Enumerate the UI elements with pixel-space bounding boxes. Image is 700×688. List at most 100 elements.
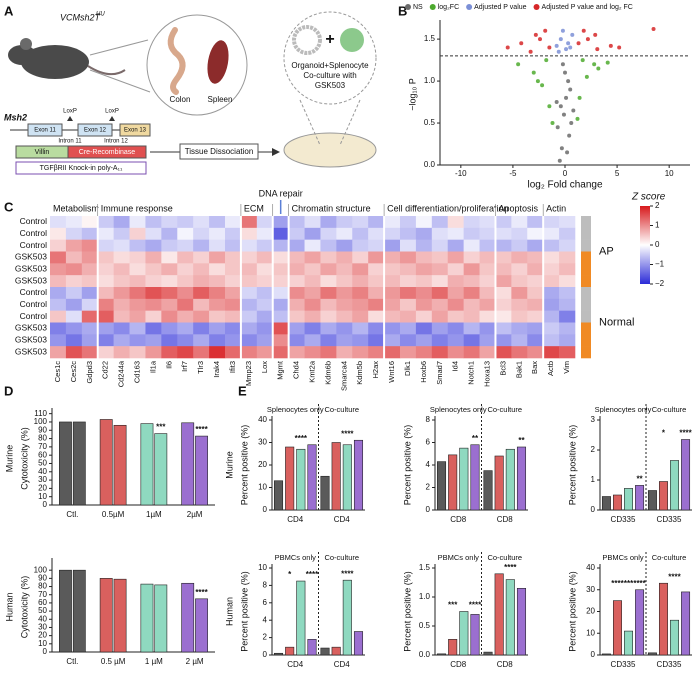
- y-tick-label: 10: [38, 492, 47, 501]
- row-annotation: [581, 346, 591, 359]
- group-label: Metabolism: [53, 203, 99, 213]
- significance: ****: [306, 570, 319, 579]
- mouse-ear: [20, 38, 32, 50]
- heat-cell: [288, 310, 305, 323]
- heat-cell: [129, 251, 146, 264]
- point: [519, 41, 524, 46]
- heat-cell: [463, 346, 480, 359]
- significance: ****: [611, 579, 624, 588]
- heat-cell: [559, 216, 576, 229]
- heat-cell: [161, 263, 178, 276]
- row-annotation: [581, 275, 591, 288]
- y-axis-label: Cytotoxicity (%): [19, 576, 29, 639]
- bar: [154, 433, 168, 506]
- bar: [459, 447, 469, 511]
- heat-cell: [97, 334, 114, 347]
- point: [543, 28, 548, 33]
- heat-cell: [177, 251, 194, 264]
- knockin-label: TGFβRII Knock-in poly-A₁₁: [40, 165, 123, 172]
- point: [560, 62, 565, 67]
- y-tick-label: 0.0: [424, 160, 436, 169]
- heat-cell: [97, 216, 114, 229]
- bar: [670, 619, 680, 656]
- heat-cell: [288, 216, 305, 229]
- row-label: Control: [20, 287, 48, 297]
- heat-cell: [225, 322, 242, 335]
- heat-cell: [304, 287, 321, 300]
- heat-cell: [225, 298, 242, 311]
- heat-cell: [113, 310, 130, 323]
- column-label: Hoxb6: [419, 361, 428, 383]
- x-tick-label: CD4: [334, 660, 351, 669]
- x-tick-label: 1µM: [146, 510, 162, 519]
- heat-cell: [543, 275, 560, 288]
- row-annotation: [581, 239, 591, 252]
- bar: [285, 646, 295, 656]
- heat-cell: [288, 322, 305, 335]
- heat-cell: [177, 334, 194, 347]
- heat-cell: [193, 334, 210, 347]
- heat-cell: [336, 216, 353, 229]
- bar: [459, 611, 469, 656]
- row-annotation: [581, 263, 591, 276]
- x-tick-label: CD8: [497, 660, 514, 669]
- heat-cell: [479, 298, 496, 311]
- bar: [635, 485, 645, 511]
- heat-cell: [288, 251, 305, 264]
- heat-cell: [463, 275, 480, 288]
- heat-cell: [527, 275, 544, 288]
- heat-cell: [65, 263, 83, 276]
- significance: ****: [195, 425, 208, 434]
- bar: [195, 435, 208, 506]
- heat-cell: [384, 298, 401, 311]
- point: [605, 60, 610, 65]
- mouse-head: [8, 45, 36, 65]
- heat-cell: [65, 346, 83, 359]
- heat-cell: [193, 275, 210, 288]
- row-label: GSK503: [15, 264, 47, 274]
- heat-cell: [272, 227, 289, 240]
- heat-cell: [352, 263, 369, 276]
- x-tick-label: 2µM: [187, 510, 203, 519]
- significance: **: [472, 434, 479, 443]
- y-tick-label: 40: [258, 415, 267, 424]
- heat-cell: [272, 263, 289, 276]
- heat-cell: [97, 310, 114, 323]
- heat-cell: [209, 216, 226, 229]
- heat-cell: [336, 310, 353, 323]
- significance: ****: [679, 429, 692, 438]
- heat-cell: [97, 298, 114, 311]
- y-tick-label: 60: [38, 598, 47, 607]
- y-tick-label: 40: [38, 467, 47, 476]
- heat-cell: [336, 287, 353, 300]
- heat-cell: [479, 251, 496, 264]
- bar: [320, 647, 330, 656]
- heat-cell: [463, 263, 480, 276]
- y-axis-label: Cytotoxicity (%): [19, 427, 29, 490]
- heat-cell: [81, 263, 99, 276]
- column-label: Irak4: [212, 361, 221, 378]
- heat-cell: [240, 275, 258, 288]
- heat-cell: [145, 310, 162, 323]
- x-tick-label: CD335: [657, 660, 682, 669]
- row-label: Murine: [224, 451, 234, 479]
- heat-cell: [447, 216, 464, 229]
- heat-cell: [225, 287, 242, 300]
- y-tick-label: 1.5: [424, 34, 436, 43]
- colorbar-title: Z score: [631, 192, 666, 203]
- significance: ****: [195, 588, 208, 597]
- y-tick-label: 30: [258, 438, 267, 447]
- mouse-label: VCMsh2T: [60, 12, 102, 22]
- heat-cell: [447, 322, 464, 335]
- heat-cell: [113, 346, 130, 359]
- bar: [505, 448, 515, 511]
- heat-cell: [447, 310, 464, 323]
- heat-cell: [81, 275, 99, 288]
- heat-cell: [81, 298, 99, 311]
- y-tick-label: 100: [34, 565, 48, 574]
- heat-cell: [495, 287, 512, 300]
- significance: ***: [156, 423, 166, 432]
- y-tick-label: 50: [38, 459, 47, 468]
- heat-cell: [240, 216, 258, 229]
- x-tick-label: 0: [563, 169, 568, 178]
